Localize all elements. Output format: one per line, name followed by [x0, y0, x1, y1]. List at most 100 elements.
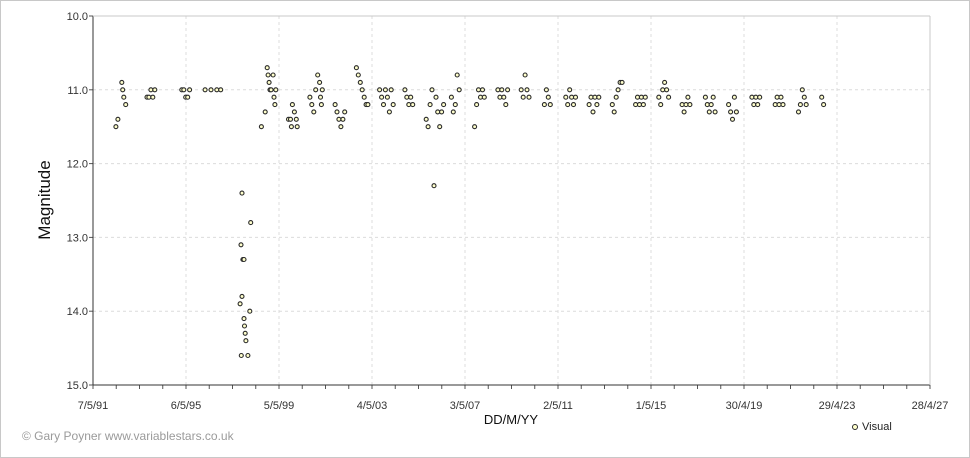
- data-point: [733, 109, 739, 115]
- data-point: [238, 242, 244, 248]
- data-point: [425, 124, 431, 130]
- data-point: [287, 116, 294, 122]
- data-point: [547, 102, 553, 108]
- data-point: [687, 102, 693, 108]
- data-point: [439, 109, 445, 115]
- data-point: [656, 94, 662, 100]
- data-point: [408, 94, 414, 100]
- data-point: [242, 330, 248, 336]
- data-point: [710, 94, 716, 100]
- data-point: [423, 116, 429, 122]
- data-point: [821, 102, 827, 108]
- data-point: [264, 65, 270, 71]
- data-point: [503, 102, 509, 108]
- data-point: [181, 87, 187, 93]
- data-point: [319, 87, 325, 93]
- data-point: [520, 94, 526, 100]
- data-point: [570, 102, 577, 108]
- data-point: [427, 102, 433, 108]
- data-point: [729, 116, 736, 122]
- x-tick-label: 7/5/91: [78, 400, 109, 412]
- data-point: [270, 72, 276, 78]
- data-point: [239, 190, 245, 196]
- y-tick-label: 14.0: [67, 306, 88, 318]
- data-point: [590, 109, 596, 115]
- data-point: [543, 87, 549, 93]
- data-point: [123, 102, 129, 108]
- data-point: [797, 102, 803, 108]
- data-point: [586, 102, 592, 108]
- data-point: [386, 109, 392, 115]
- data-point: [726, 102, 732, 108]
- data-point: [247, 308, 253, 314]
- data-point: [481, 94, 487, 100]
- data-point: [619, 79, 625, 85]
- data-point: [708, 102, 714, 108]
- data-point: [365, 102, 371, 108]
- data-point: [113, 124, 119, 130]
- data-point: [662, 79, 668, 85]
- data-point: [318, 102, 324, 108]
- data-point: [666, 94, 672, 100]
- x-tick-label: 30/4/19: [726, 400, 763, 412]
- data-point: [187, 87, 193, 93]
- data-point: [340, 116, 346, 122]
- data-point: [410, 102, 416, 108]
- data-point: [448, 94, 454, 100]
- data-point: [712, 109, 718, 115]
- data-point: [309, 102, 315, 108]
- data-point: [315, 72, 321, 78]
- data-point: [342, 109, 348, 115]
- data-point: [218, 87, 224, 93]
- data-point: [522, 72, 528, 78]
- data-point: [613, 94, 619, 100]
- data-point: [755, 102, 761, 108]
- data-point: [185, 94, 191, 100]
- data-point: [757, 94, 763, 100]
- x-tick-label: 3/5/07: [450, 400, 481, 412]
- data-point: [119, 79, 125, 85]
- data-point: [803, 102, 809, 108]
- data-point: [454, 72, 460, 78]
- data-point: [273, 87, 279, 93]
- data-point: [524, 87, 530, 93]
- data-point: [271, 94, 277, 100]
- y-tick-label: 10.0: [67, 11, 88, 23]
- data-point: [336, 116, 342, 122]
- data-point: [317, 79, 323, 85]
- data-point: [563, 94, 569, 100]
- data-point: [681, 109, 687, 115]
- x-tick-label: 4/5/03: [357, 400, 388, 412]
- data-point: [384, 94, 390, 100]
- copyright-credit: © Gary Poyner www.variablestars.co.uk: [22, 429, 234, 443]
- data-point: [353, 65, 359, 71]
- data-point: [382, 87, 388, 93]
- x-tick-label: 28/4/27: [912, 400, 949, 412]
- data-point: [611, 109, 617, 115]
- y-tick-label: 13.0: [67, 232, 88, 244]
- data-point: [565, 102, 571, 108]
- data-point: [545, 94, 551, 100]
- data-point: [265, 72, 271, 78]
- data-point: [778, 94, 784, 100]
- data-point: [355, 72, 361, 78]
- data-point: [245, 352, 251, 359]
- data-point: [642, 94, 648, 100]
- data-point: [433, 94, 439, 100]
- data-point: [479, 87, 486, 93]
- data-point: [429, 87, 435, 93]
- data-point: [313, 87, 319, 93]
- data-point: [658, 102, 664, 108]
- data-point: [294, 124, 300, 130]
- y-tick-label: 15.0: [67, 380, 88, 392]
- x-tick-label: 5/5/99: [264, 400, 295, 412]
- data-point: [615, 87, 621, 93]
- data-point: [474, 102, 480, 108]
- data-point: [289, 102, 295, 108]
- data-point: [288, 124, 294, 130]
- data-point: [357, 79, 363, 85]
- legend-label: Visual: [862, 421, 892, 433]
- data-point: [640, 102, 646, 108]
- data-point: [361, 94, 367, 100]
